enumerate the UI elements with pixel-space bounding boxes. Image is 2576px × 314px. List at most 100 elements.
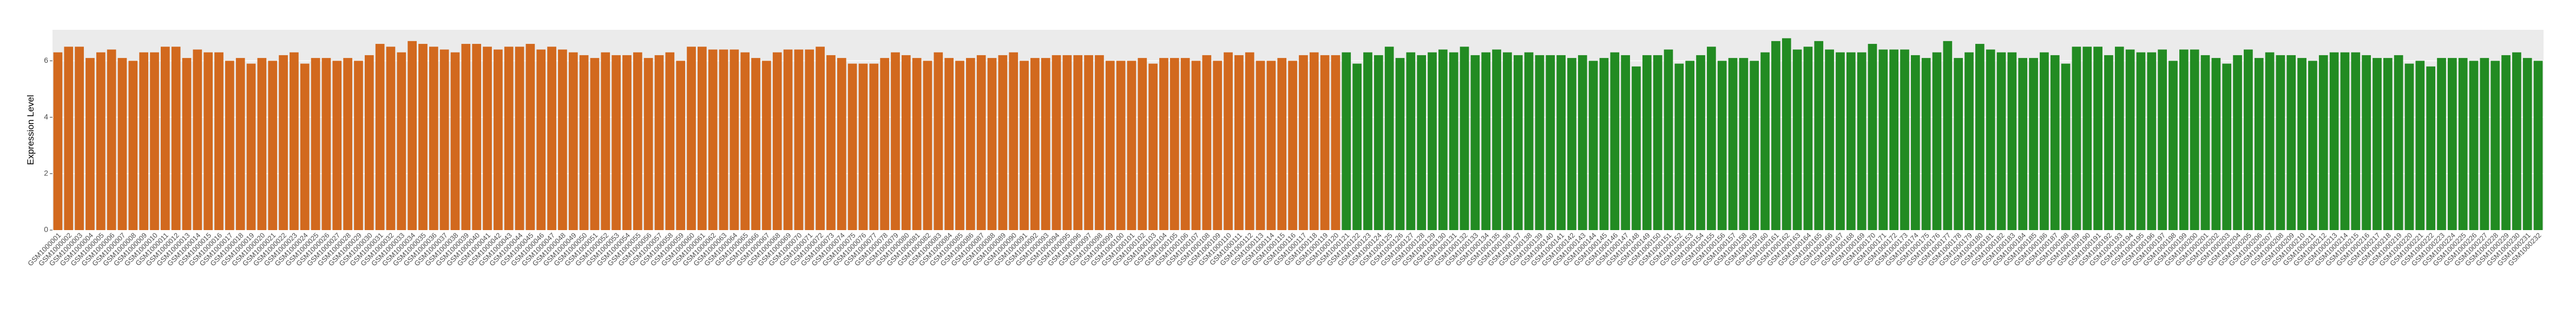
bar [1406,52,1416,231]
bar [214,52,224,231]
bar [1159,58,1168,231]
bar [1224,52,1233,231]
bar [2018,58,2028,231]
bar [439,49,449,230]
bar [2362,55,2371,231]
bar [1621,55,1630,231]
bar [1986,49,1995,230]
bar [1234,55,1244,231]
bar [901,55,911,231]
bar [1943,41,1953,231]
bar [408,41,417,231]
bar [461,44,471,230]
bar [64,47,74,230]
bar [1170,58,1179,231]
bar [1503,52,1512,231]
bar [96,52,106,231]
bar [2050,55,2060,231]
bar [2415,61,2425,230]
bar [1052,55,1061,231]
bar [1728,58,1738,231]
bar [1095,55,1104,231]
bar [290,52,299,231]
bar [622,55,632,231]
y-tick-label: 2 [44,168,48,177]
bar [472,44,482,230]
bar [1030,58,1040,231]
bar [1288,61,1297,230]
bar [1073,55,1083,231]
bar [354,61,363,230]
bar [525,44,535,230]
bar [1105,61,1115,230]
bar [300,63,310,230]
bar [1653,55,1662,231]
bar [1846,52,1856,231]
bar [2158,49,2167,230]
bar [2404,63,2414,230]
bar [1277,58,1287,231]
bar [2297,58,2306,231]
bar [2276,55,2285,231]
bar [816,47,825,230]
bar [1084,55,1093,231]
bar [643,58,653,231]
bar [1395,58,1405,231]
bar [515,47,524,230]
bar [1449,52,1458,231]
bar [2480,58,2489,231]
bar [1374,55,1383,231]
bar [762,61,771,230]
bar [1857,52,1867,231]
bar [128,61,138,230]
bar [1567,58,1576,231]
bar [2082,47,2092,230]
bar [590,58,600,231]
bar [1535,55,1545,231]
bar [117,58,127,231]
bar [1202,55,1212,231]
bar [1825,49,1834,230]
bar [2244,49,2253,230]
bar [2254,58,2264,231]
bar [794,49,804,230]
bar [1932,52,1942,231]
bar [2061,63,2071,230]
bar [772,52,782,231]
bar [826,55,836,231]
bar [1599,58,1609,231]
bar [1578,55,1587,231]
bar [1513,55,1523,231]
bar [150,52,159,231]
bar [1921,58,1931,231]
y-tick-label: 4 [44,112,48,121]
bar [1739,58,1749,231]
bar [1792,49,1802,230]
bar [912,58,922,231]
y-axis-label: Expression Level [25,95,36,165]
bar [1836,52,1845,231]
bar [2458,58,2468,231]
bar [2040,52,2049,231]
bar [1889,49,1898,230]
bar [1138,58,1147,231]
bar [1320,55,1330,231]
bar [1707,47,1716,230]
bar [1256,61,1265,230]
bar [182,58,192,231]
bar [1062,55,1072,231]
bar [268,61,278,230]
bar [847,63,857,230]
bar [987,58,997,231]
bar [1556,55,1566,231]
bar [1438,49,1448,230]
bar [2093,47,2102,230]
bar [2029,58,2038,231]
bar [2179,49,2189,230]
bar [1245,52,1254,231]
bar [751,58,760,231]
bar [536,49,546,230]
bar [1996,52,2006,231]
bar [397,52,406,231]
bar [676,61,686,230]
